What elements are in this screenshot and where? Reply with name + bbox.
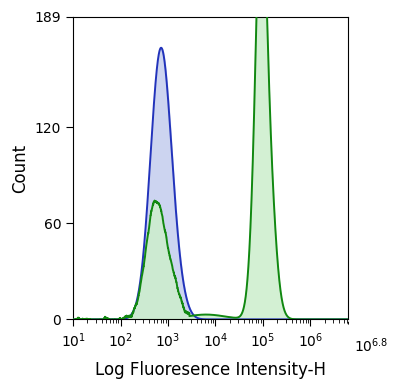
Y-axis label: Count: Count: [11, 144, 29, 193]
Text: $10^{6.8}$: $10^{6.8}$: [354, 336, 388, 355]
X-axis label: Log Fluoresence Intensity-H: Log Fluoresence Intensity-H: [95, 361, 326, 379]
